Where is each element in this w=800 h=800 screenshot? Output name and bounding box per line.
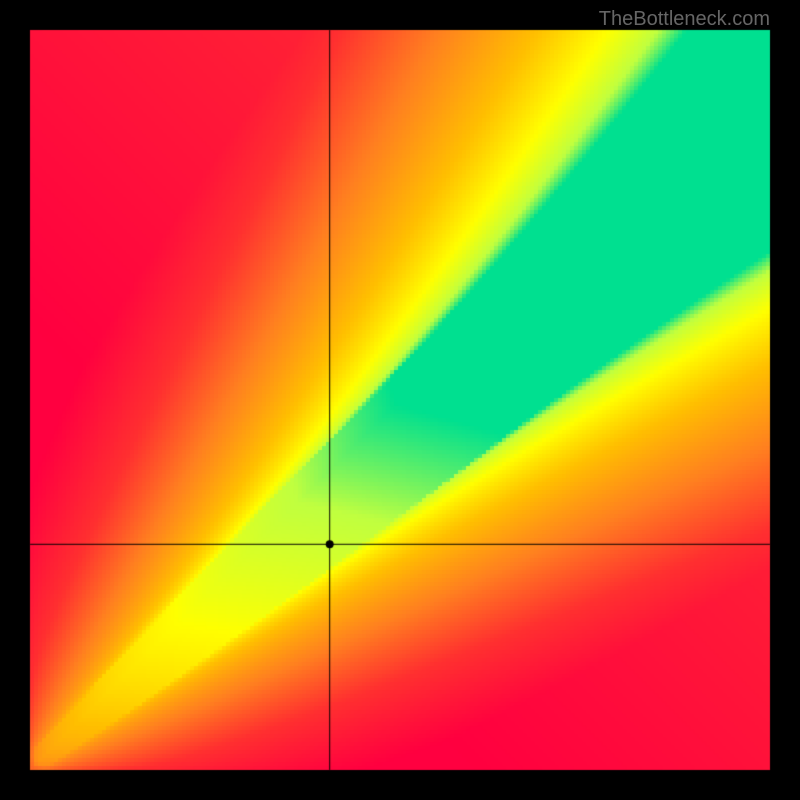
crosshair-overlay: [0, 0, 800, 800]
chart-container: TheBottleneck.com: [0, 0, 800, 800]
watermark-text: TheBottleneck.com: [599, 8, 770, 31]
